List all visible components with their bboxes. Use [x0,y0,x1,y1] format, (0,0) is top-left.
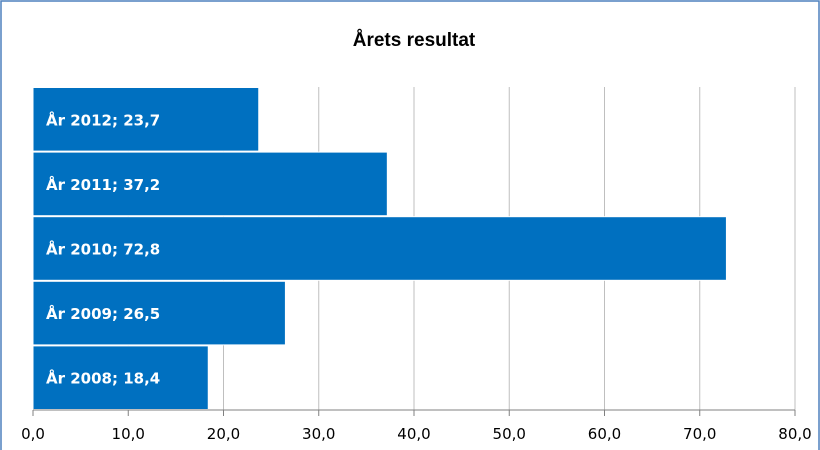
x-tick-label: 10,0 [112,425,145,443]
x-tick-label: 60,0 [588,425,621,443]
x-tick-label: 40,0 [397,425,430,443]
bar-label: År 2011; 37,2 [46,175,160,194]
bar [32,87,260,152]
bar [32,345,209,410]
x-axis: 0,0 10,0 20,0 30,0 40,0 50,0 60,0 70,0 80,0 [21,409,812,443]
x-tick-label: 70,0 [683,425,716,443]
x-tick-label: 80,0 [778,425,811,443]
bar [32,151,388,217]
bar-label: År 2009; 26,5 [46,304,160,323]
bar-label: År 2010; 72,8 [46,240,160,259]
x-tick-label: 50,0 [493,425,526,443]
bar-label: År 2008; 18,4 [46,369,160,388]
chart-title: Årets resultat [353,30,476,51]
bar-label: År 2012; 23,7 [46,110,160,129]
x-tick-label: 0,0 [21,425,45,443]
x-tick-label: 30,0 [302,425,335,443]
bar [32,216,727,281]
x-tick-label: 20,0 [207,425,240,443]
bar [32,280,286,346]
bars: År 2012; 23,7 År 2011; 37,2 År 2010; 72,8 Å… [32,87,727,410]
